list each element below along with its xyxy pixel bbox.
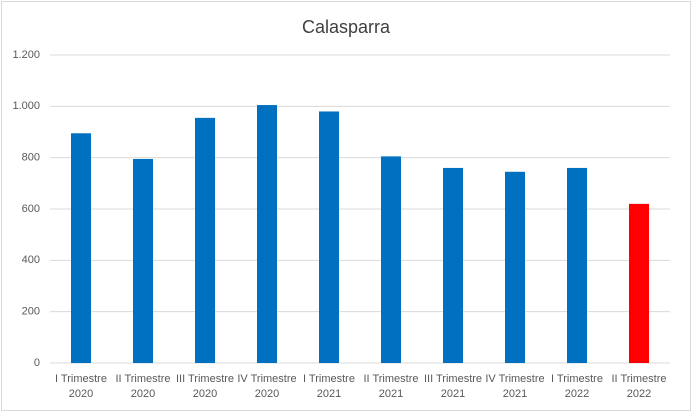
x-tick-label-line: II Trimestre — [115, 373, 170, 385]
x-tick-label: I Trimestre 2021 — [303, 373, 355, 400]
bar — [443, 167, 463, 363]
x-tick-label-line: 2021 — [503, 388, 527, 400]
x-tick-label: II Trimestre 2022 — [611, 373, 666, 400]
x-tick-label-line: 2021 — [317, 388, 341, 400]
bar — [319, 111, 339, 363]
x-tick-label-line: III Trimestre — [424, 373, 482, 385]
x-tick-label-line: 2021 — [379, 388, 403, 400]
x-tick-label-line: 2020 — [193, 388, 217, 400]
x-tick-label-line: 2020 — [69, 388, 93, 400]
bar — [71, 133, 91, 363]
x-tick-label-line: 2022 — [565, 388, 589, 400]
x-tick-label: II Trimestre 2021 — [363, 373, 418, 400]
x-tick-label: I Trimestre 2022 — [551, 373, 603, 400]
x-tick-label: I Trimestre 2020 — [55, 373, 107, 400]
y-tick-label: 600 — [22, 203, 40, 215]
x-tick-label-line: 2022 — [627, 388, 651, 400]
x-tick-label-line: I Trimestre — [551, 373, 603, 385]
bar — [257, 105, 277, 364]
x-tick-label-line: 2020 — [255, 388, 279, 400]
y-tick-label: 1.200 — [12, 49, 40, 61]
x-tick-label-line: 2021 — [441, 388, 465, 400]
x-tick-label-line: II Trimestre — [611, 373, 666, 385]
y-tick-label: 800 — [22, 152, 40, 164]
bar — [381, 156, 401, 363]
y-tick-label: 200 — [22, 306, 40, 318]
x-tick-label-line: III Trimestre — [176, 373, 234, 385]
y-tick-label: 1.000 — [12, 100, 40, 112]
chart-title: Calasparra — [302, 17, 391, 37]
x-tick-label-line: II Trimestre — [363, 373, 418, 385]
bar — [629, 203, 649, 363]
x-tick-label: IV Trimestre 2021 — [485, 373, 544, 400]
x-tick-label-line: IV Trimestre — [485, 373, 544, 385]
chart-frame — [1, 1, 691, 411]
x-tick-label-line: I Trimestre — [303, 373, 355, 385]
bar — [567, 167, 587, 363]
bar — [133, 158, 153, 363]
x-tick-label: IV Trimestre 2020 — [237, 373, 296, 400]
bar — [195, 117, 215, 363]
x-tick-label-line: 2020 — [131, 388, 155, 400]
x-tick-label: III Trimestre 2020 — [176, 373, 234, 400]
x-tick-label: II Trimestre 2020 — [115, 373, 170, 400]
x-tick-label: III Trimestre 2021 — [424, 373, 482, 400]
y-tick-label: 400 — [22, 254, 40, 266]
x-tick-label-line: IV Trimestre — [237, 373, 296, 385]
y-tick-label: 0 — [34, 357, 40, 369]
bar — [505, 171, 525, 363]
x-tick-label-line: I Trimestre — [55, 373, 107, 385]
